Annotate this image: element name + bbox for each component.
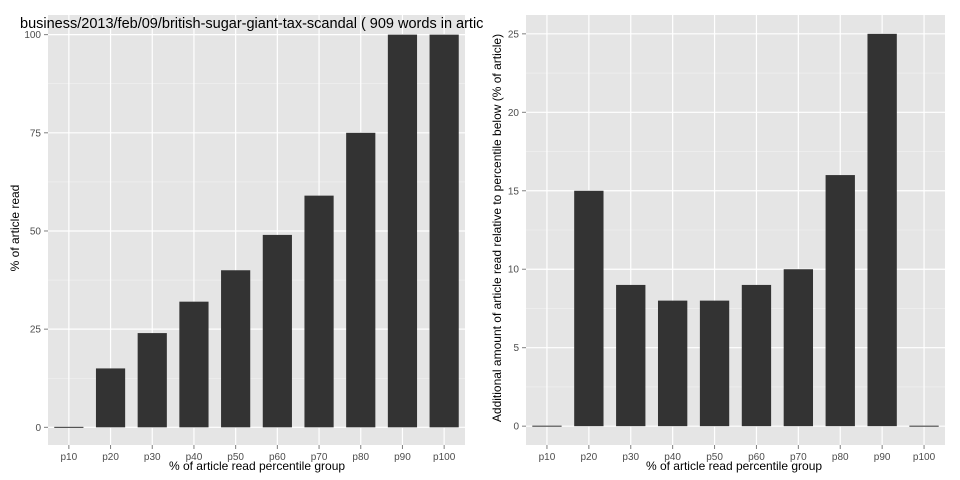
left-chart-x-tick-label: p40 [186,452,203,463]
left-chart-bar-p70 [304,195,334,428]
right-chart-x-tick-label: p30 [622,452,639,463]
right-chart-x-tick-label: p40 [664,452,681,463]
right-chart-bar-p10 [532,425,562,427]
right-chart-y-tick-label: 15 [508,186,520,197]
right-chart-y-tick-label: 5 [513,343,519,354]
right-chart-y-axis-title: Additional amount of article read relati… [490,34,504,422]
right-chart-x-tick-label: p100 [913,452,936,463]
left-chart-x-tick-label: p10 [61,452,78,463]
left-chart-y-tick-label: 25 [30,325,42,336]
left-chart-bar-p80 [346,132,376,428]
right-chart-bar-p100 [909,425,939,427]
left-chart-x-axis-title: % of article read percentile group [169,459,345,473]
left-chart-bar-p50 [221,270,251,428]
right-chart-x-tick-label: p60 [748,452,765,463]
right-chart-bar-p50 [699,300,730,427]
right-chart-bar-p40 [657,300,688,427]
right-chart: 0 5 10 15 20 25 p10 p20 p30 p40 p50 p60 p70 p80 p90 p10… [508,15,945,463]
left-chart-y-tick-label: 100 [24,30,41,41]
right-chart-x-tick-label: p90 [874,452,891,463]
left-chart-bar-p40 [179,301,209,428]
left-chart-bar-p100 [429,34,459,428]
right-chart-x-tick-label: p80 [832,452,849,463]
left-chart-bar-p60 [262,234,292,428]
left-chart-x-tick-label: p100 [433,452,456,463]
left-chart-y-tick-label: 75 [30,128,42,139]
left-chart-bar-p90 [387,34,418,428]
left-chart-x-tick-label: p60 [269,452,286,463]
right-chart-y-tick-label: 20 [508,108,520,119]
right-chart-bar-p20 [574,190,604,427]
left-chart-x-tick-label: p30 [144,452,161,463]
left-chart-x-tick-label: p50 [227,452,244,463]
right-chart-bar-p70 [783,269,814,427]
left-chart-bar-p30 [137,333,167,428]
right-chart-x-tick-label: p70 [790,452,807,463]
right-chart-x-axis-title: % of article read percentile group [646,459,822,473]
right-chart-y-tick-label: 25 [508,29,520,40]
left-chart-x-tick-label: p90 [394,452,411,463]
right-chart-bar-p90 [867,33,897,427]
right-chart-x-tick-label: p50 [706,452,723,463]
right-chart-bar-p30 [616,284,646,427]
right-chart-bar-p60 [741,284,772,427]
left-chart-bar-p10 [54,426,84,428]
right-chart-x-tick-label: p10 [539,452,556,463]
left-chart-bar-p20 [95,368,126,428]
left-chart-x-tick-label: p70 [311,452,328,463]
left-chart-y-axis-title: % of article read [8,185,22,272]
right-chart-x-tick-label: p20 [581,452,598,463]
left-chart-y-tick-label: 50 [30,226,42,237]
right-chart-y-tick-label: 0 [513,422,519,433]
left-chart-x-tick-label: p80 [352,452,369,463]
right-chart-y-tick-label: 10 [508,265,520,276]
left-chart-y-tick-label: 0 [35,423,41,434]
left-chart-x-tick-label: p20 [102,452,119,463]
left-chart: 0 25 50 75 100 p10 p20 p30 p40 p50 p60 p70 p80 p90 p10… [24,15,465,463]
left-chart-title: business/2013/feb/09/british-sugar-giant… [20,16,483,32]
right-chart-bar-p80 [825,175,855,427]
